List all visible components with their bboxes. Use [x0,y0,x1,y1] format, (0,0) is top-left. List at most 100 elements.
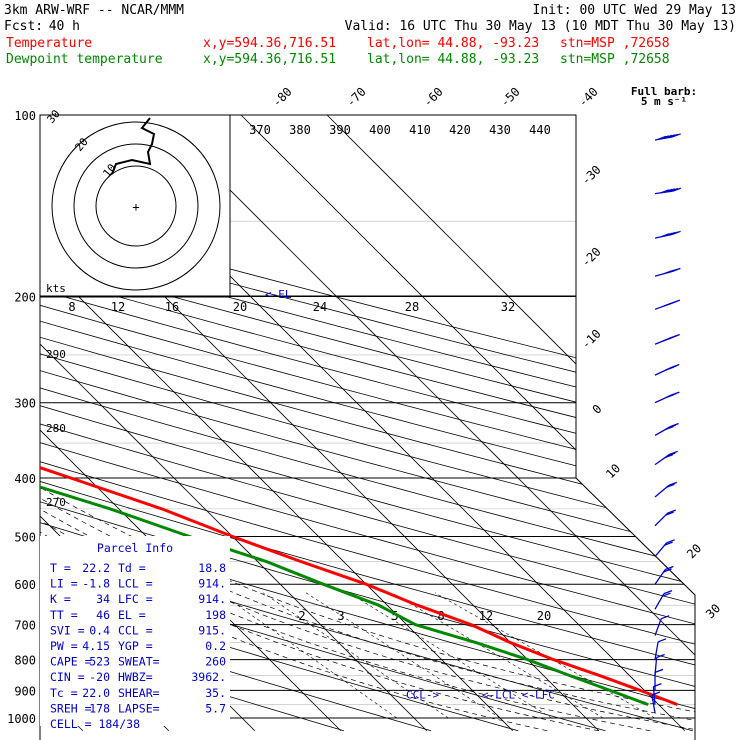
parcel-param-name: LCL = [118,577,153,591]
wind-barb-flag [665,425,674,431]
pressure-tick-label: 900 [14,684,36,698]
parcel-param-name: HWBZ= [118,670,153,684]
theta-e-tick-label: 390 [329,123,351,137]
parcel-param-value: 22.0 [82,686,110,700]
wind-barb-flag [666,188,676,193]
parcel-param-name: T = [50,561,71,575]
wind-barb-flag [665,393,675,399]
wind-barb [654,267,681,277]
wind-barb-flag [665,366,675,371]
mixing-ratio-line [391,592,604,719]
isotherm-tick-label: -70 [344,85,369,110]
dry-adiabat-line [40,115,695,732]
temp-stn: stn=MSP ,72658 [560,36,670,51]
isotherm-line [40,115,428,732]
wind-barb-flag [660,615,670,620]
isotherm-line [240,115,695,732]
dewpoint-profile [40,115,649,707]
parcel-param-name: CCL = [118,623,153,637]
level-marker: <-LCL <-LFC [482,688,555,701]
wind-barb-flag [667,452,676,457]
parcel-param-value: 523 [89,655,110,669]
wind-barb [654,299,681,310]
wind-barb-flag [663,337,672,342]
wind-barb-flag [669,450,678,455]
parcel-param-value: 35. [205,686,226,700]
parcel-param-value: 198 [205,608,226,622]
temp-xy: x,y=594.36,716.51 [203,36,336,51]
dew-xy: x,y=594.36,716.51 [203,52,336,67]
parcel-param-name: K = [50,592,71,606]
wind-barb-flag [653,682,662,688]
theta-e-tick-label: 430 [489,123,511,137]
dry-adiabat-line [40,115,695,732]
pressure-tick-label: 600 [14,578,36,592]
wind-barb [654,539,675,558]
mixing-ratio-tick-label: 5 [391,609,398,623]
wind-barb [654,133,681,141]
moist-adiabat-line [40,296,695,732]
parcel-info-title: Parcel Info [97,541,173,555]
theta-e-tick-label: 410 [409,123,431,137]
plot-border [40,114,696,740]
parcel-param-value: 914. [198,577,226,591]
wind-barb-staff [654,484,670,498]
level-marker: <-EL [265,288,292,301]
level-marker: CCL-> [406,689,439,702]
wind-barbs [651,133,682,713]
wind-barb-flag [668,481,678,487]
isotherm-line [40,115,342,732]
wind-barb [654,615,670,636]
hodograph-trace [111,117,156,175]
parcel-param-value: 22.2 [82,561,110,575]
full-barb-label: Full barb: [631,85,697,98]
temp-latlon: lat,lon= 44.88, -93.23 [367,36,539,51]
mixing-ratio-line [219,592,397,719]
dewpoint-label: Dewpoint temperature [6,52,163,67]
wind-barb-flag [666,483,675,488]
isotherm-tick-label: 30 [703,601,723,621]
isotherm-tick-label: 0 [590,402,605,417]
isotherm-tick-label: -60 [421,85,446,110]
pressure-tick-label: 400 [14,472,36,486]
wind-barb [654,391,680,404]
wind-barb-flag [663,568,672,573]
pressure-tick-label: 200 [14,291,36,305]
wind-barb-flag [662,592,671,597]
init-time: Init: 00 UTC Wed 29 May 13 [533,3,737,18]
pressure-tick-label: 800 [14,654,36,668]
hodograph-center-mark: + [132,200,139,214]
wind-barb-flag [666,539,675,544]
parcel-param-name: CAPE = [50,655,92,669]
fcst-value: 40 h [49,19,80,34]
speed-tick-label: 24 [313,300,327,314]
wind-barb [654,565,674,585]
parcel-param-value: 260 [205,655,226,669]
mixing-ratio-line [305,592,501,719]
dry-adiabat-line [40,115,695,732]
wind-barb [654,509,676,527]
moist-adiabat-line [40,296,695,732]
fcst-label: Fcst: [4,19,43,34]
temperature-profile [40,115,679,707]
wind-barb-flag [665,511,674,516]
wind-barb [654,187,682,195]
dry-adiabat-line [40,115,695,732]
wind-barb [651,691,661,713]
parcel-param-value: 915. [198,623,226,637]
moist-adiabat-line [40,296,599,732]
theta-e-tick-label: 400 [369,123,391,137]
level-markers: <-EL CCL-> <-LCL <-LFC [265,288,555,702]
isotherm-tick-label: -20 [579,245,604,270]
mixing-ratio-tick-label: 3 [337,609,344,623]
mixing-ratio-line [262,592,449,719]
pressure-tick-label: 1000 [7,712,36,726]
wind-barb [654,481,678,498]
theta-e-tick-label: 370 [249,123,271,137]
speed-tick-label: 8 [68,300,75,314]
isotherm-tick-label: 20 [684,541,704,561]
parcel-param-value: 46 [96,608,110,622]
parcel-param-name: EL = [118,608,146,622]
parcel-param-name: LAPSE= [118,701,160,715]
isotherm-line [40,115,514,732]
